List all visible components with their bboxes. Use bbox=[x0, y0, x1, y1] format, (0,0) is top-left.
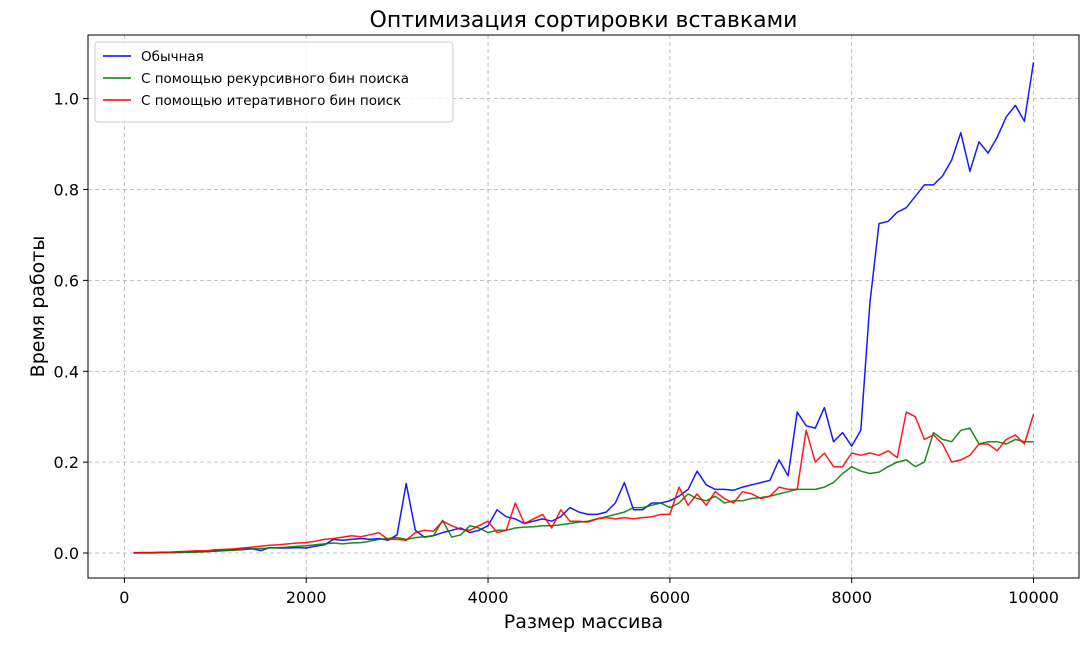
x-tick-label: 4000 bbox=[468, 588, 509, 607]
y-axis-ticks: 0.0 0.2 0.4 0.6 0.8 1.0 bbox=[54, 90, 88, 563]
x-tick-label: 2000 bbox=[286, 588, 327, 607]
legend-label: С помощью итеративного бин поиск bbox=[141, 93, 401, 109]
x-axis-ticks: 0 2000 4000 6000 8000 10000 bbox=[119, 578, 1059, 607]
y-tick-label: 0.2 bbox=[54, 453, 79, 472]
series-line-3 bbox=[133, 411, 1035, 554]
legend-entries: Обычная С помощью рекурсивного бин поиска… bbox=[103, 49, 409, 109]
legend-box bbox=[94, 41, 454, 123]
x-tick-label: 8000 bbox=[831, 588, 872, 607]
legend: Обычная С помощью рекурсивного бин поиска… bbox=[94, 41, 454, 123]
y-tick-label: 0.0 bbox=[54, 544, 79, 563]
y-tick-label: 0.8 bbox=[54, 180, 79, 199]
x-tick-label: 10000 bbox=[1008, 588, 1059, 607]
x-tick-label: 6000 bbox=[650, 588, 691, 607]
legend-label: Обычная bbox=[141, 49, 204, 65]
series-lines bbox=[133, 62, 1035, 554]
y-axis-label: Время работы bbox=[27, 236, 49, 378]
y-tick-label: 0.6 bbox=[54, 271, 79, 290]
y-tick-label: 0.4 bbox=[54, 362, 79, 381]
y-tick-label: 1.0 bbox=[54, 90, 79, 109]
x-axis-label: Размер массива bbox=[504, 611, 663, 633]
legend-label: С помощью рекурсивного бин поиска bbox=[141, 71, 409, 87]
plot-frame bbox=[87, 34, 1080, 579]
chart-title: Оптимизация сортировки вставками bbox=[370, 8, 798, 33]
series-line-2 bbox=[133, 427, 1034, 554]
series-line-1 bbox=[133, 62, 1035, 554]
x-tick-label: 0 bbox=[119, 588, 129, 607]
